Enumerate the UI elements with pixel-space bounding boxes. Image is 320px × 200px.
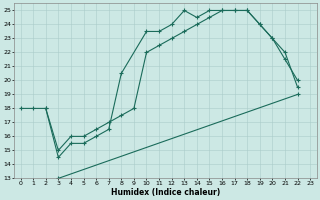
X-axis label: Humidex (Indice chaleur): Humidex (Indice chaleur) [111,188,220,197]
